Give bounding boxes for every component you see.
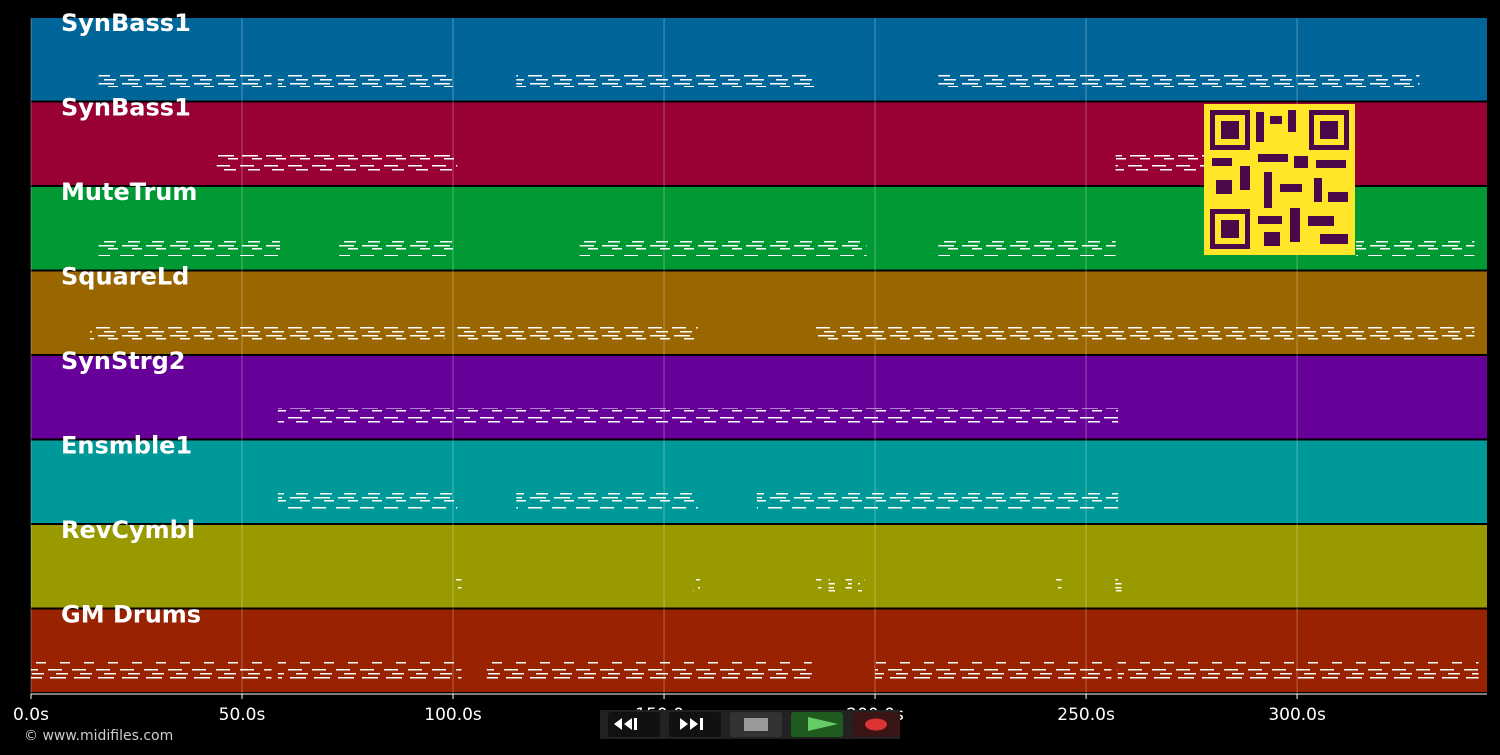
x-tick-label: 50.0s	[219, 705, 266, 725]
note-segment	[815, 577, 822, 594]
track-name: SquareLd	[61, 263, 189, 291]
note-segment	[1117, 661, 1479, 679]
note-segment	[1056, 323, 1475, 341]
note-segment	[516, 70, 816, 87]
note-segment	[1115, 577, 1122, 594]
note-segment	[1115, 154, 1205, 172]
note-segment	[756, 492, 1119, 510]
track-name: SynStrg2	[61, 347, 186, 375]
note-segment	[579, 239, 867, 256]
note-segment	[277, 661, 462, 679]
note-segment	[277, 70, 454, 87]
note-segment	[90, 323, 445, 341]
note-segment	[277, 408, 1119, 425]
note-segment	[938, 70, 1420, 87]
x-tick-label: 300.0s	[1268, 705, 1326, 725]
note-segment	[875, 661, 1112, 679]
note-segment	[516, 492, 698, 510]
note-segment	[277, 492, 458, 510]
track-band	[31, 525, 1487, 608]
note-segment	[216, 154, 458, 172]
qr-code	[1204, 104, 1355, 255]
track-name: Ensmble1	[61, 432, 192, 460]
copyright: © www.midifiles.com	[24, 728, 173, 744]
note-segment	[98, 239, 280, 256]
player-controls	[600, 710, 900, 739]
track-name: SynBass1	[61, 9, 191, 37]
note-segment	[486, 661, 812, 679]
note-segment	[938, 239, 1116, 256]
track-band	[31, 271, 1487, 354]
note-segment	[693, 577, 700, 594]
track-name: MuteTrum	[61, 178, 197, 206]
note-segment	[31, 661, 272, 679]
note-segment	[845, 577, 852, 594]
note-segment	[1356, 239, 1475, 256]
track-band	[31, 18, 1487, 101]
note-segment	[457, 323, 698, 341]
track-name: GM Drums	[61, 601, 201, 629]
note-segment	[828, 577, 835, 594]
x-tick-label: 250.0s	[1057, 705, 1115, 725]
note-segment	[455, 577, 462, 594]
note-segment	[98, 70, 272, 87]
track-name: SynBass1	[61, 94, 191, 122]
x-tick-label: 100.0s	[424, 705, 482, 725]
note-segment	[1055, 577, 1062, 594]
track-band	[31, 440, 1487, 523]
track-band	[31, 356, 1487, 439]
note-segment	[339, 239, 454, 256]
track-name: RevCymbl	[61, 516, 195, 544]
note-segment	[858, 577, 865, 594]
track-band	[31, 609, 1487, 692]
note-segment	[815, 323, 1057, 341]
x-tick-label: 0.0s	[13, 705, 49, 725]
